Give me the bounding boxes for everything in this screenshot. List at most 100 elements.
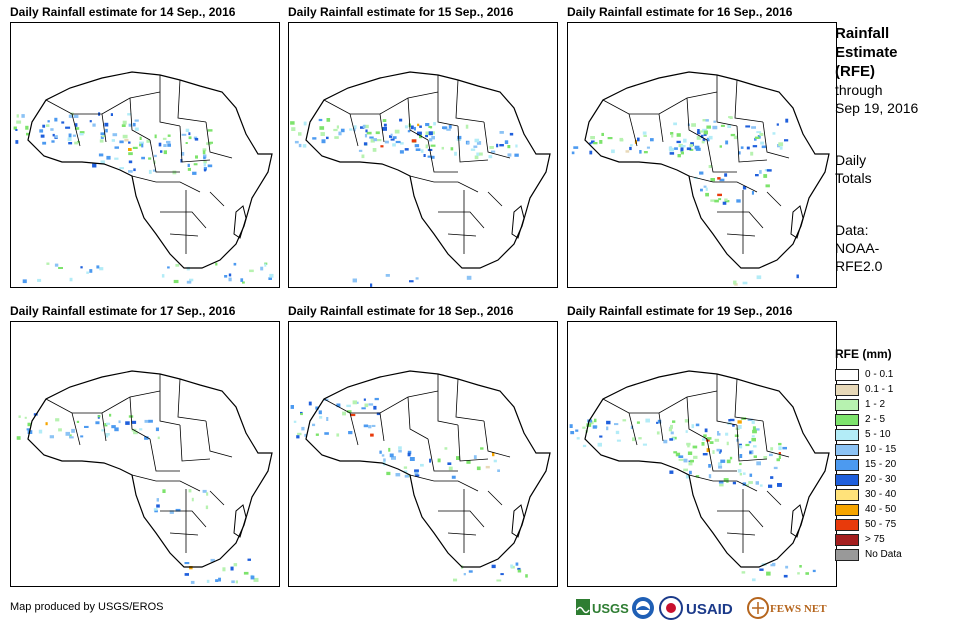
rainfall-cell [370, 433, 374, 437]
panel-title: Daily Rainfall estimate for 14 Sep., 201… [10, 5, 236, 19]
rainfall-cell [27, 422, 31, 427]
rainfall-cell [625, 150, 630, 153]
rainfall-cell [186, 280, 192, 284]
country-border [209, 191, 225, 207]
panel-title: Daily Rainfall estimate for 16 Sep., 201… [567, 5, 793, 19]
noaa-logo [632, 597, 654, 619]
rainfall-cell [338, 131, 342, 136]
rainfall-cell [742, 472, 746, 475]
legend-item: 20 - 30 [835, 472, 960, 487]
rainfall-cell [302, 144, 307, 148]
rainfall-cell [726, 441, 729, 446]
country-border [179, 125, 211, 163]
rainfall-cell [46, 262, 50, 265]
rainfall-cell [754, 137, 757, 141]
rainfall-cell [716, 448, 721, 452]
country-border [713, 181, 758, 193]
rainfall-cell [392, 143, 396, 147]
rainfall-cell [240, 278, 244, 282]
legend-label: 5 - 10 [865, 429, 891, 440]
legend-swatch [835, 368, 859, 381]
rainfall-cell [127, 113, 132, 116]
legend-item: 30 - 40 [835, 487, 960, 502]
rainfall-cell [657, 419, 662, 424]
rainfall-cell [13, 126, 17, 130]
rainfall-cell [729, 456, 733, 460]
rainfall-cell [381, 454, 385, 457]
rainfall-cell [753, 445, 757, 448]
rainfall-cell [670, 132, 674, 135]
legend-item: 50 - 75 [835, 517, 960, 532]
rainfall-cell [752, 429, 757, 434]
rainfall-cell [708, 464, 711, 468]
rainfall-cell [797, 572, 800, 575]
rainfall-cell [51, 140, 55, 143]
rainfall-cell [37, 278, 42, 282]
rainfall-cell [694, 145, 700, 150]
rainfall-cell [195, 155, 198, 159]
country-border [437, 374, 459, 426]
rainfall-cell [104, 423, 108, 427]
rainfall-cell [326, 136, 329, 140]
rainfall-cell [346, 404, 351, 408]
rainfall-cell [411, 139, 417, 143]
rainfall-cell [40, 134, 45, 138]
rainfall-cell [96, 265, 100, 269]
rainfall-cell [589, 142, 592, 145]
rainfall-cell [187, 163, 190, 167]
madagascar-outline [790, 504, 804, 538]
rainfall-cell [476, 141, 482, 145]
legend-label: 20 - 30 [865, 474, 897, 485]
rainfall-cell [398, 446, 402, 450]
country-border [762, 121, 790, 159]
africa-coastline [584, 370, 830, 568]
country-border [434, 480, 479, 492]
country-border [379, 412, 385, 442]
rainfall-cell [702, 453, 708, 456]
rainfall-cell [403, 470, 408, 474]
legend-label: 1 - 2 [865, 399, 886, 410]
rainfall-cell [242, 281, 245, 284]
rainfall-cell [670, 424, 673, 429]
rainfall-cell [160, 150, 163, 153]
rainfall-cell [752, 426, 756, 431]
country-border [688, 175, 714, 183]
map-frame [288, 22, 558, 288]
rainfall-cell [616, 439, 621, 442]
rainfall-cell [463, 573, 466, 576]
rainfall-cell [215, 579, 219, 582]
rainfall-cell [243, 571, 249, 575]
rainfall-cell [296, 435, 300, 439]
country-border [101, 412, 107, 442]
rainfall-cell [470, 148, 476, 151]
rainfall-cell [747, 418, 753, 421]
rainfall-cell [766, 571, 771, 576]
rainfall-cell [389, 135, 393, 138]
rainfall-cell [69, 436, 74, 439]
rainfall-cell [708, 474, 712, 479]
rainfall-cell [26, 132, 30, 136]
legend-label: 40 - 50 [865, 504, 897, 515]
country-border [169, 233, 199, 237]
legend-swatch [835, 473, 859, 486]
rainfall-cell [15, 140, 19, 144]
rainfall-cell [444, 447, 448, 450]
rainfall-cell [144, 436, 149, 440]
rainfall-cell [290, 405, 294, 409]
rainfall-cell [250, 575, 255, 580]
rainfall-cell [373, 405, 377, 410]
rainfall-cell [163, 150, 167, 155]
rainfall-cell [479, 152, 483, 156]
rainfall-cell [417, 131, 422, 136]
rainfall-cell [404, 125, 408, 129]
legend-item: 1 - 2 [835, 397, 960, 412]
rainfall-cell [379, 450, 382, 454]
rainfall-cell [697, 129, 700, 133]
rainfall-cell [699, 130, 703, 133]
rainfall-cell [750, 151, 754, 156]
totals-label: Daily [835, 152, 867, 168]
rainfall-cell [290, 121, 295, 125]
rainfall-cell [121, 124, 126, 127]
rainfall-cell [719, 178, 725, 182]
rainfall-cell [759, 568, 764, 571]
